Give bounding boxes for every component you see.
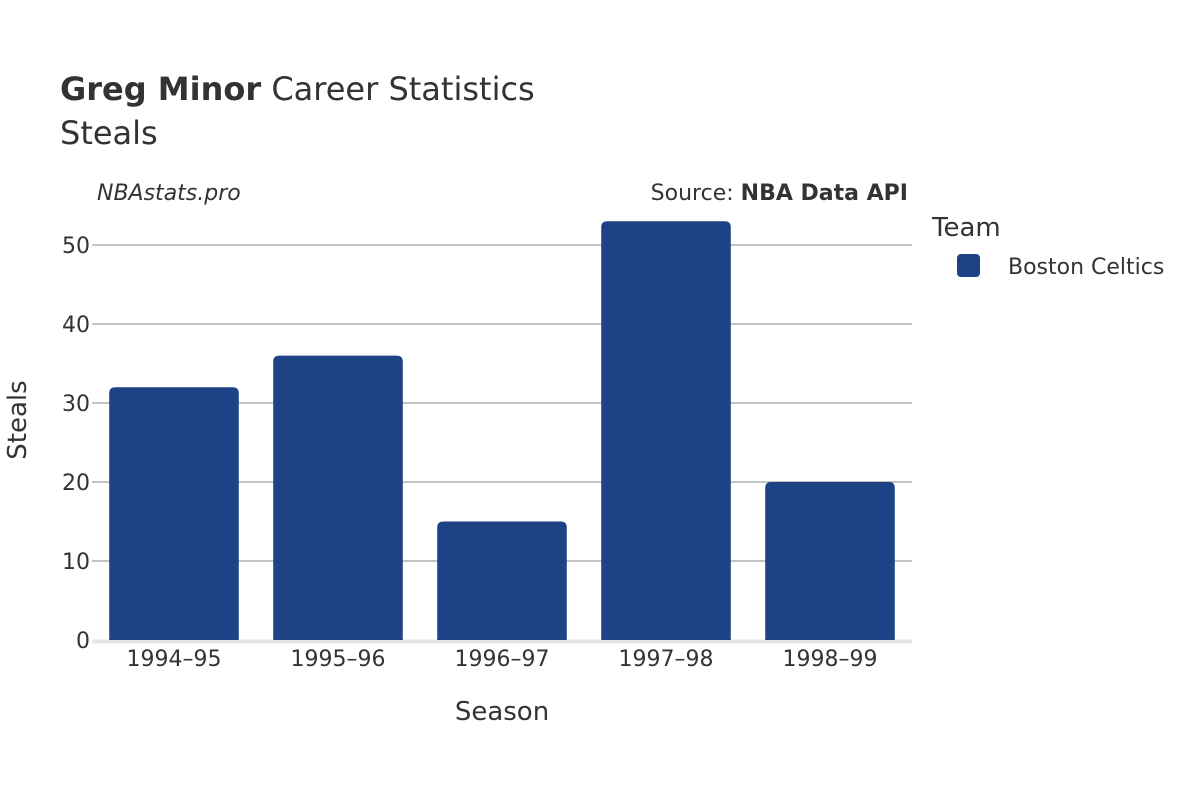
legend: Team Boston Celtics: [931, 213, 1164, 280]
bars: [109, 221, 895, 641]
x-tick-label: 1994–95: [127, 647, 222, 672]
watermark: NBAstats.pro: [97, 181, 241, 206]
chart-title: Greg Minor Career Statistics: [60, 70, 535, 108]
x-axis-title: Season: [455, 697, 549, 727]
chart-subtitle: Steals: [60, 114, 158, 152]
source-credit: Source: NBA Data API: [651, 181, 908, 206]
y-tick-label: 0: [76, 629, 90, 654]
y-tick-label: 40: [62, 313, 90, 338]
y-tick-label: 10: [62, 550, 90, 575]
legend-title: Team: [931, 213, 1001, 243]
y-tick-label: 50: [62, 234, 90, 259]
x-tick-label: 1998–99: [783, 647, 878, 672]
bar-1994–95[interactable]: [109, 387, 239, 640]
chart-title-suffix: Career Statistics: [271, 70, 534, 108]
x-axis-ticks: 1994–95 1995–96 1996–97 1997–98 1998–99: [127, 647, 878, 672]
y-axis-title: Steals: [3, 380, 33, 459]
x-tick-label: 1995–96: [291, 647, 386, 672]
chart-title-player: Greg Minor: [60, 70, 261, 108]
x-tick-label: 1996–97: [455, 647, 550, 672]
source-name: NBA Data API: [741, 181, 908, 206]
bar-1995–96[interactable]: [273, 355, 403, 640]
legend-swatch-boston-celtics: [957, 254, 980, 277]
legend-label-boston-celtics: Boston Celtics: [1008, 255, 1164, 280]
x-tick-label: 1997–98: [619, 647, 714, 672]
source-prefix: Source:: [651, 181, 734, 206]
bar-1997–98[interactable]: [601, 221, 731, 641]
bar-1996–97[interactable]: [437, 521, 567, 641]
y-axis-ticks: 0 10 20 30 40 50: [62, 234, 90, 654]
y-tick-label: 30: [62, 392, 90, 417]
bar-1998–99[interactable]: [765, 482, 895, 640]
y-tick-label: 20: [62, 471, 90, 496]
